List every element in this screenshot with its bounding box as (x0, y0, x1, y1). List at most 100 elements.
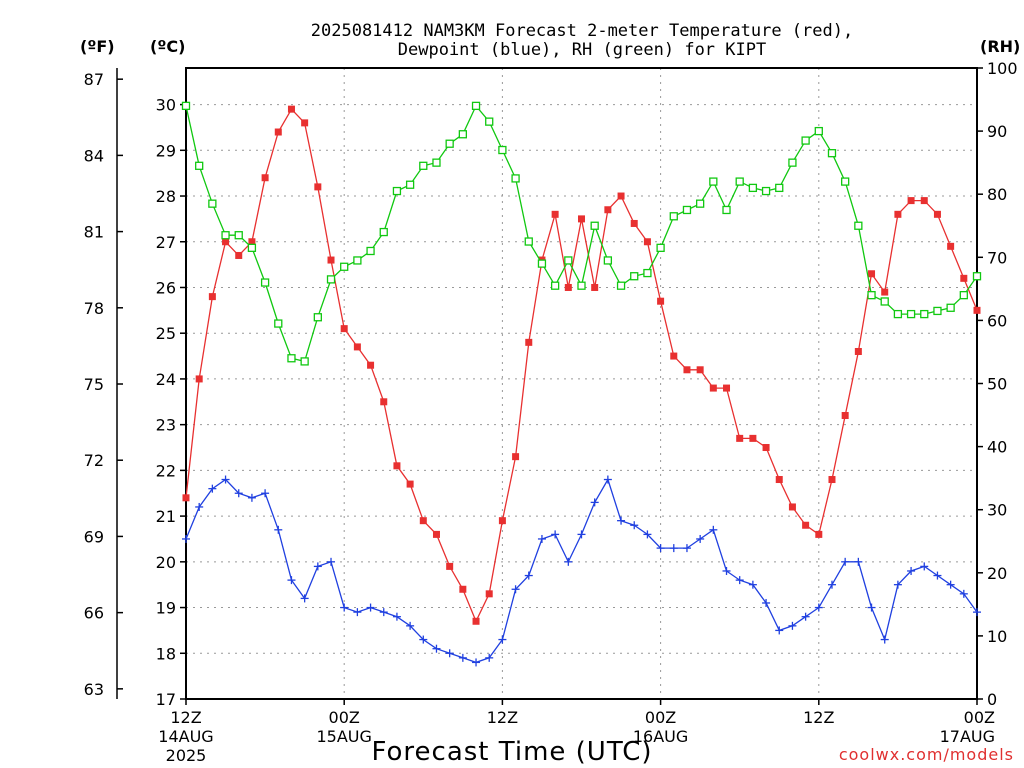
temperature-point (195, 375, 203, 383)
rh-point (471, 101, 481, 111)
dewpoint-point (841, 557, 850, 566)
dewpoint-point (274, 525, 283, 534)
temperature-point (472, 617, 480, 625)
rh-point (419, 161, 428, 170)
rh-point (405, 180, 415, 189)
unit-fahrenheit-label: (ºF) (80, 37, 115, 56)
temperature-point (235, 251, 243, 259)
celsius-tick-label: 30 (156, 96, 176, 115)
dewpoint-point (893, 580, 902, 589)
rh-point (669, 212, 678, 221)
temperature-point (920, 197, 928, 205)
rh-point (432, 158, 441, 167)
rh-point (392, 186, 402, 196)
x-tick-date-label: 14AUG (158, 727, 213, 746)
temperature-point (736, 434, 744, 442)
celsius-tick-label: 29 (156, 141, 176, 160)
temperature-point (301, 119, 309, 127)
dewpoint-point (617, 516, 626, 525)
temperature-point (591, 283, 599, 291)
dewpoint-point (419, 635, 428, 644)
rh-point (761, 186, 771, 196)
temperature-point (459, 585, 467, 593)
dewpoint-point (801, 612, 810, 621)
temperature-point (802, 521, 810, 529)
dewpoint-point (722, 566, 731, 575)
rh-point (933, 306, 942, 316)
rh-tick-label: 10 (987, 627, 1007, 646)
dewpoint-point (472, 658, 481, 667)
temperature-point (854, 347, 862, 355)
rh-point (946, 303, 955, 312)
dewpoint-point (946, 580, 955, 589)
rh-point (353, 256, 362, 265)
data-series (181, 101, 982, 667)
dewpoint-point (182, 534, 190, 543)
credit-label: coolwx.com/models (839, 745, 1014, 764)
dewpoint-point (656, 544, 665, 553)
rh-point (893, 309, 903, 319)
rh-point (603, 256, 613, 265)
temperature-point (762, 444, 770, 452)
rh-point (498, 145, 507, 155)
rh-tick-label: 40 (987, 438, 1007, 457)
celsius-tick-label: 22 (156, 461, 176, 480)
dewpoint-point (511, 585, 520, 594)
dewpoint-point (735, 576, 744, 585)
x-tick-label: 12Z (803, 708, 834, 727)
rh-point (748, 183, 758, 193)
temperature-point (828, 476, 836, 484)
rh-point (722, 205, 731, 215)
x-axis-label: Forecast Time (UTC) (371, 737, 652, 767)
dewpoint-point (327, 557, 336, 566)
rh-point (485, 117, 494, 126)
rh-point (326, 275, 336, 284)
dewpoint-point (353, 608, 362, 617)
temperature-point (287, 105, 295, 113)
rh-point (247, 243, 257, 252)
rh-point (696, 199, 705, 208)
tick-labels: 17 18 19 20 21 22 23 24 25 26 27 28 29 30 63 66 69 72 75 78… (84, 59, 1018, 765)
fahrenheit-tick-label: 84 (84, 146, 104, 165)
temperature-point (327, 256, 335, 264)
x-tick-year-label: 2025 (166, 746, 207, 765)
celsius-tick-label: 27 (156, 233, 176, 252)
temperature-point (578, 215, 585, 223)
dewpoint-point (669, 544, 678, 553)
dewpoint-point (630, 521, 639, 530)
dewpoint-point (564, 557, 573, 566)
dewpoint-point (287, 576, 296, 585)
x-tick-label: 12Z (487, 708, 518, 727)
temperature-point (393, 462, 401, 470)
dewpoint-point (814, 603, 823, 612)
celsius-tick-label: 26 (156, 278, 176, 297)
fahrenheit-tick-label: 78 (84, 299, 104, 318)
celsius-tick-label: 23 (156, 416, 176, 435)
unit-celsius-label: (ºC) (150, 37, 185, 56)
rh-point (709, 177, 718, 186)
rh-point (959, 291, 968, 300)
rh-point (827, 149, 837, 158)
temperature-point (419, 517, 427, 525)
rh-point (511, 174, 520, 183)
dewpoint-point (537, 534, 546, 543)
rh-point (300, 357, 309, 366)
dewpoint-point (379, 608, 388, 617)
rh-tick-label: 60 (987, 311, 1007, 330)
temperature-point (973, 306, 981, 314)
celsius-tick-label: 20 (156, 553, 176, 572)
temperature-point (406, 480, 414, 488)
temperature-point (683, 366, 691, 374)
dewpoint-point (313, 562, 322, 571)
temperature-point (222, 238, 230, 246)
temperature-point (512, 453, 520, 461)
rh-tick-label: 0 (987, 690, 997, 709)
dewpoint-point (643, 530, 652, 539)
temperature-point (723, 384, 731, 392)
fahrenheit-tick-label: 69 (84, 527, 104, 546)
rh-tick-label: 30 (987, 501, 1007, 520)
rh-point (274, 319, 283, 328)
celsius-tick-label: 21 (156, 507, 176, 526)
temperature-point (947, 242, 955, 250)
dewpoint-point (973, 608, 981, 617)
